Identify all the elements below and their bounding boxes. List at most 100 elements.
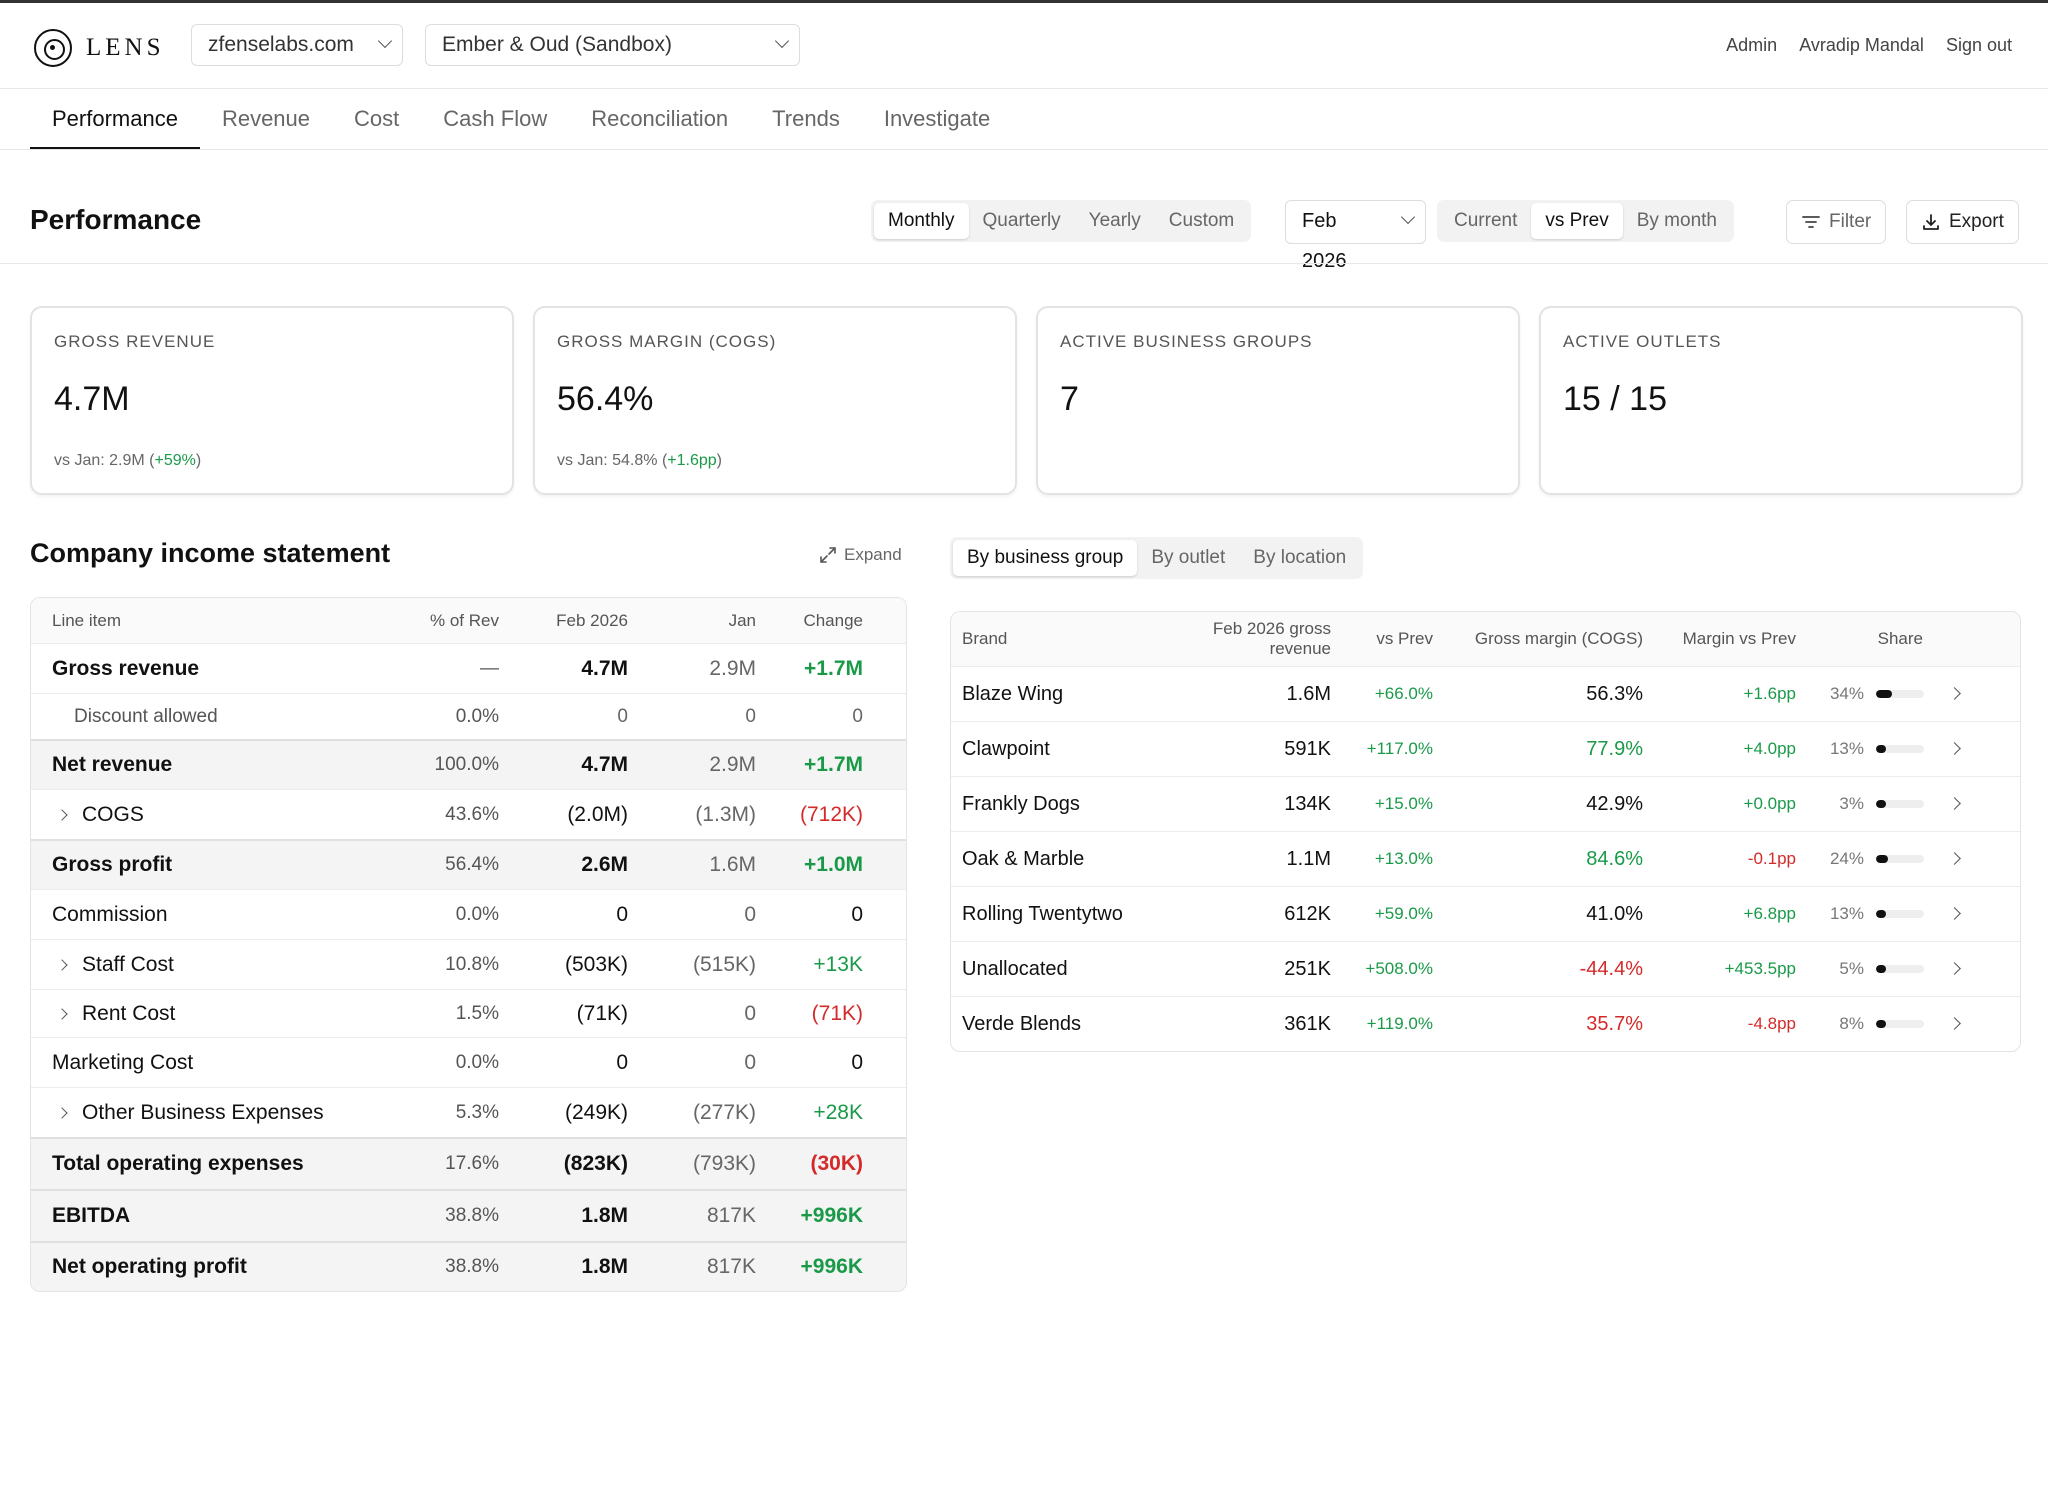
kpi-value: 56.4%: [557, 380, 654, 418]
row-open-button[interactable]: [1934, 850, 1974, 868]
logo[interactable]: LENS: [34, 29, 165, 67]
gross-revenue-cell: 134K: [1284, 792, 1331, 815]
line-item-label: Rent Cost: [82, 1001, 176, 1025]
margin-vs-prev-cell: +1.6pp: [1743, 684, 1796, 703]
previous-value-cell: (1.3M): [695, 802, 756, 826]
chevron-right-icon[interactable]: [56, 1007, 68, 1020]
table-row[interactable]: Clawpoint 591K +117.0% 77.9% +4.0pp 13%: [951, 721, 2020, 776]
expand-icon: [820, 547, 836, 563]
filter-button[interactable]: Filter: [1786, 200, 1887, 244]
line-item-label: Other Business Expenses: [82, 1100, 324, 1124]
entity-select-value: Ember & Oud (Sandbox): [442, 33, 672, 56]
current-value-cell: 2.6M: [581, 853, 628, 876]
pct-of-rev-cell: —: [480, 657, 499, 679]
line-item-cell[interactable]: Staff Cost: [31, 953, 386, 977]
table-row[interactable]: Unallocated 251K +508.0% -44.4% +453.5pp 5%: [951, 941, 2020, 996]
pct-of-rev-cell: 10.8%: [445, 953, 499, 975]
period-yearly[interactable]: Yearly: [1088, 210, 1141, 231]
row-open-button[interactable]: [1934, 1015, 1974, 1033]
share-pct-cell: 13%: [1829, 904, 1864, 923]
compare-current[interactable]: Current: [1454, 210, 1518, 231]
row-open-button[interactable]: [1934, 795, 1974, 813]
column-header-margin-vs-prev: Margin vs Prev: [1682, 629, 1796, 648]
chevron-right-icon[interactable]: [56, 958, 68, 971]
current-value-cell: (823K): [563, 1152, 628, 1175]
sign-out-link[interactable]: Sign out: [1945, 35, 2012, 55]
period-quarterly[interactable]: Quarterly: [982, 210, 1061, 231]
row-open-button[interactable]: [1934, 685, 1974, 703]
table-row[interactable]: Frankly Dogs 134K +15.0% 42.9% +0.0pp 3%: [951, 776, 2020, 831]
tab-trends[interactable]: Trends: [772, 106, 840, 131]
brand-name-cell: Unallocated: [962, 957, 1068, 980]
gross-revenue-cell: 251K: [1284, 957, 1331, 980]
kpi-label: GROSS REVENUE: [54, 332, 216, 351]
row-open-button[interactable]: [1934, 960, 1974, 978]
brand-name-cell: Frankly Dogs: [962, 792, 1080, 815]
brand-name-cell: Blaze Wing: [962, 682, 1064, 705]
table-row[interactable]: Verde Blends 361K +119.0% 35.7% -4.8pp 8%: [951, 996, 2020, 1051]
tab-cost[interactable]: Cost: [354, 106, 400, 131]
compare-by-month[interactable]: By month: [1636, 210, 1717, 231]
chevron-right-icon[interactable]: [56, 1106, 68, 1119]
row-open-button[interactable]: [1934, 905, 1974, 923]
table-row[interactable]: Rolling Twentytwo 612K +59.0% 41.0% +6.8pp 13…: [951, 886, 2020, 941]
expand-button[interactable]: Expand: [818, 545, 902, 565]
group-by-outlet[interactable]: By outlet: [1151, 547, 1226, 568]
line-item-cell[interactable]: Other Business Expenses: [31, 1101, 386, 1125]
user-name-link[interactable]: Avradip Mandal: [1799, 35, 1924, 55]
period-monthly[interactable]: Monthly: [874, 203, 969, 239]
table-row[interactable]: COGS 43.6% (2.0M) (1.3M) (712K): [31, 789, 906, 839]
admin-link[interactable]: Admin: [1726, 35, 1778, 55]
table-row[interactable]: Blaze Wing 1.6M +66.0% 56.3% +1.6pp 34%: [951, 666, 2020, 721]
table-row: Gross profit 56.4% 2.6M 1.6M +1.0M: [31, 839, 906, 889]
share-bar-cell: [1864, 965, 1934, 973]
previous-value-cell: (277K): [692, 1100, 756, 1124]
kpi-value: 4.7M: [54, 380, 130, 418]
share-bar: [1876, 965, 1924, 973]
share-pct-cell: 34%: [1829, 684, 1864, 703]
column-header-share: Share: [1877, 629, 1923, 648]
compare-vs-prev[interactable]: vs Prev: [1531, 203, 1623, 239]
change-value-cell: +13K: [813, 952, 863, 976]
current-value-cell: 1.8M: [581, 1255, 628, 1278]
chevron-right-icon[interactable]: [56, 808, 68, 821]
table-row[interactable]: Other Business Expenses 5.3% (249K) (277K) +…: [31, 1087, 906, 1137]
share-bar-fill: [1876, 800, 1886, 808]
pct-of-rev-cell: 38.8%: [445, 1256, 499, 1277]
column-header-gross-revenue: Feb 2026 gross revenue: [1212, 619, 1331, 658]
row-open-button[interactable]: [1934, 740, 1974, 758]
table-row[interactable]: Rent Cost 1.5% (71K) 0 (71K): [31, 989, 906, 1037]
line-item-cell: Discount allowed: [31, 706, 386, 728]
period-custom[interactable]: Custom: [1168, 210, 1235, 231]
previous-value-cell: 817K: [706, 1204, 756, 1227]
month-select[interactable]: Feb 2026: [1285, 200, 1426, 272]
domain-select[interactable]: zfenselabs.com: [191, 24, 403, 66]
line-item-cell[interactable]: COGS: [31, 803, 386, 827]
margin-vs-prev-cell: +0.0pp: [1743, 794, 1796, 813]
filter-button-label: Filter: [1829, 211, 1872, 232]
current-value-cell: 0: [616, 1050, 628, 1074]
entity-select[interactable]: Ember & Oud (Sandbox): [425, 24, 800, 66]
line-item-cell[interactable]: Rent Cost: [31, 1002, 386, 1026]
filter-icon: [1802, 216, 1820, 228]
table-row[interactable]: Staff Cost 10.8% (503K) (515K) +13K: [31, 939, 906, 989]
change-value-cell: +1.7M: [804, 656, 863, 680]
tab-cash-flow[interactable]: Cash Flow: [443, 106, 548, 131]
group-by-location[interactable]: By location: [1253, 547, 1347, 568]
kpi-card-gross-revenue: GROSS REVENUE 4.7M vs Jan: 2.9M (+59%): [30, 306, 514, 495]
period-segmented-control: Monthly Quarterly Yearly Custom: [871, 200, 1252, 242]
export-button[interactable]: Export: [1906, 200, 2019, 244]
pct-of-rev-cell: 5.3%: [455, 1101, 499, 1123]
previous-value-cell: 0: [744, 902, 756, 926]
pct-of-rev-cell: 1.5%: [455, 1002, 499, 1024]
group-by-business-group[interactable]: By business group: [953, 540, 1138, 576]
column-header-vs-prev: vs Prev: [1376, 629, 1433, 648]
tab-revenue[interactable]: Revenue: [221, 106, 311, 131]
tab-performance[interactable]: Performance: [30, 89, 200, 150]
table-row[interactable]: Oak & Marble 1.1M +13.0% 84.6% -0.1pp 24%: [951, 831, 2020, 886]
share-bar-cell: [1864, 690, 1934, 698]
line-item-cell: Marketing Cost: [31, 1051, 386, 1075]
line-item-cell: Total operating expenses: [31, 1152, 386, 1176]
tab-investigate[interactable]: Investigate: [883, 106, 991, 131]
tab-reconciliation[interactable]: Reconciliation: [591, 106, 729, 131]
